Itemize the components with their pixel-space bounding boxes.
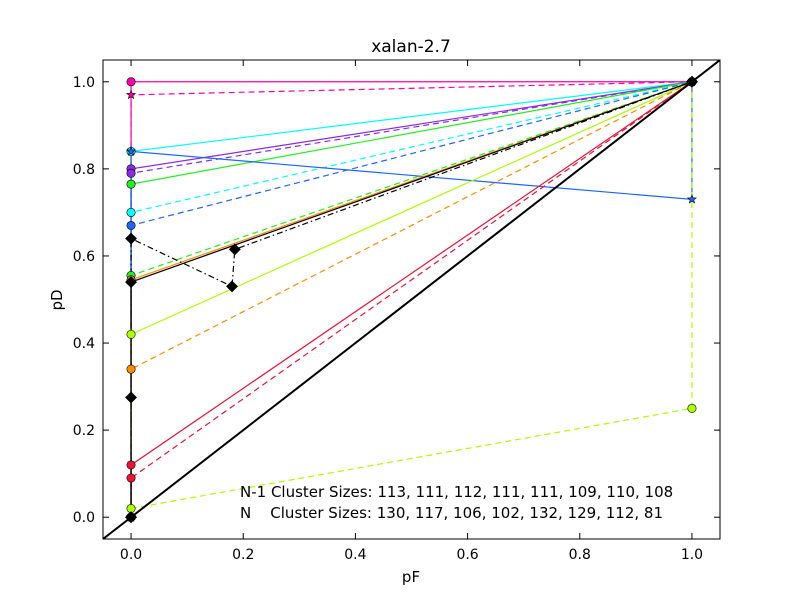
y-tick-label: 0.4 xyxy=(73,336,95,352)
series-8-point-1 xyxy=(125,146,137,156)
chart-title: xalan-2.7 xyxy=(371,37,451,57)
x-axis-label: pF xyxy=(402,568,420,586)
x-tick-label: 0.6 xyxy=(456,547,478,563)
series-17-point-3 xyxy=(686,75,698,88)
y-axis-label: pD xyxy=(48,289,66,310)
series-10-point-1 xyxy=(126,329,136,339)
series-15-point-1 xyxy=(126,473,136,483)
series-13-point-1 xyxy=(126,364,136,374)
series-6-point-1 xyxy=(126,179,136,189)
plot-frame xyxy=(102,59,721,540)
series-line-17 xyxy=(130,81,693,518)
y-tick-label: 0.8 xyxy=(73,162,95,178)
series-8-point-2 xyxy=(686,193,698,204)
y-tick-label: 1.0 xyxy=(73,75,95,91)
series-line-11 xyxy=(130,81,693,510)
series-0-point-1 xyxy=(126,77,136,87)
annotation-n: N Cluster Sizes: 130, 117, 106, 102, 132… xyxy=(240,504,663,522)
x-tick-label: 0.2 xyxy=(232,547,254,563)
series-line-18 xyxy=(103,60,720,539)
x-tick-label: 0.0 xyxy=(120,547,142,563)
series-16-point-2 xyxy=(226,280,238,293)
series-9-point-1 xyxy=(126,220,136,230)
series-3-point-1 xyxy=(126,207,136,217)
y-tick-label: 0.6 xyxy=(73,249,95,265)
series-17-point-1 xyxy=(125,391,137,404)
series-17-point-0 xyxy=(125,511,137,524)
annotation-n-minus-1: N-1 Cluster Sizes: 113, 111, 112, 111, 1… xyxy=(240,483,673,501)
series-16-point-1 xyxy=(125,232,137,245)
series-14-point-1 xyxy=(126,460,136,470)
series-17-point-2 xyxy=(125,276,137,289)
series-11-point-1 xyxy=(687,403,697,413)
x-tick-label: 0.8 xyxy=(569,547,591,563)
x-tick-label: 0.4 xyxy=(344,547,366,563)
series-1-point-1 xyxy=(125,89,137,100)
x-tick-label: 1.0 xyxy=(681,547,703,563)
y-tick-label: 0.0 xyxy=(73,510,95,526)
series-16-point-3 xyxy=(228,243,241,256)
y-tick-label: 0.2 xyxy=(73,423,95,439)
series-5-point-1 xyxy=(126,168,136,178)
